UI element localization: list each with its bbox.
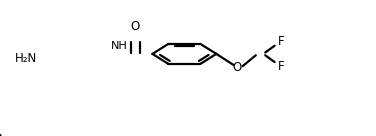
Text: O: O [232, 61, 242, 74]
Text: F: F [278, 35, 285, 48]
Text: NH: NH [111, 41, 128, 51]
Text: O: O [131, 21, 140, 33]
Text: H₂N: H₂N [15, 52, 37, 65]
Text: F: F [278, 60, 285, 73]
